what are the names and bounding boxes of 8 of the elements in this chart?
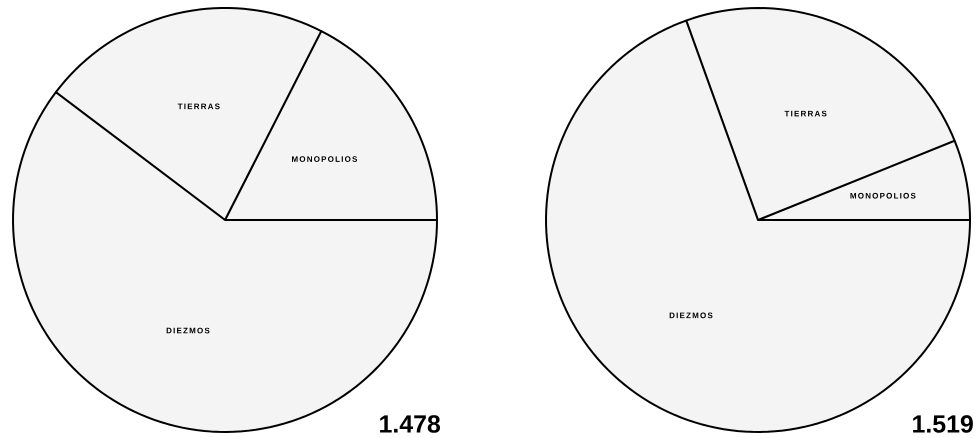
slice-label: MONOPOLIOS [850,192,916,199]
slice-label: DIEZMOS [670,312,712,318]
slice-label: DIEZMOS [166,328,210,334]
text: 1.478 [380,415,440,433]
text: 1.519 [913,415,973,433]
slice-label: MONOPOLIOS [292,156,358,162]
slice-label: TIERRAS [784,110,826,116]
slice-label: TIERRAS [178,104,220,110]
